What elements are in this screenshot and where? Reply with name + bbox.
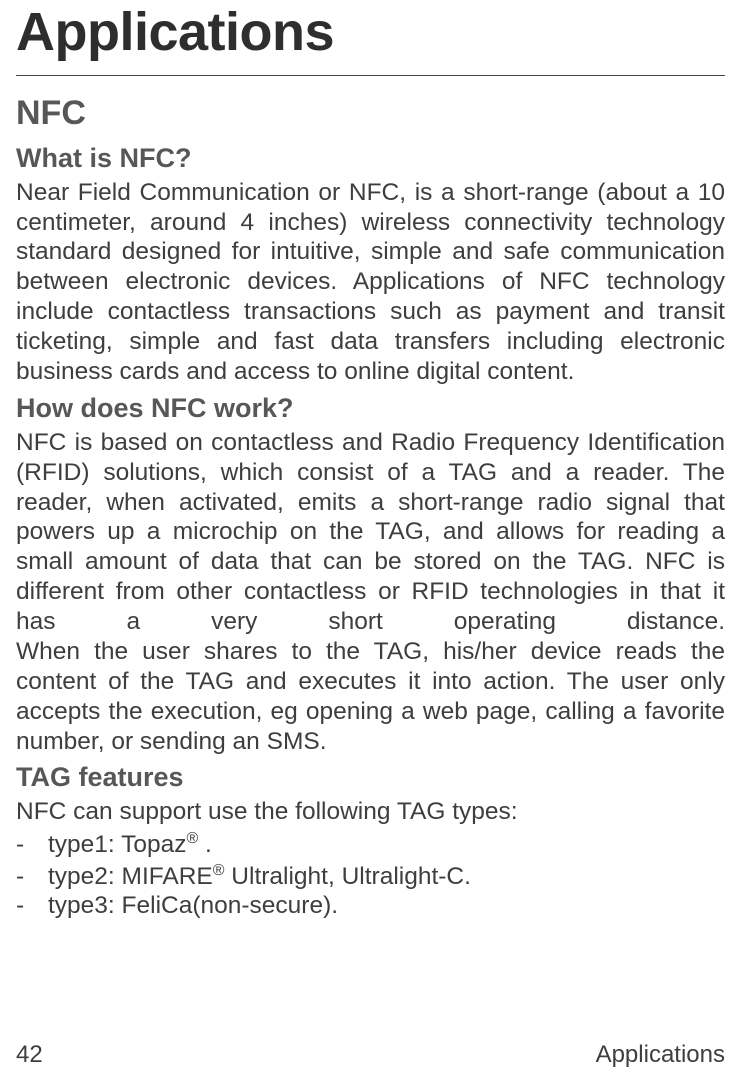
tag-types-intro: NFC can support use the following TAG ty…: [16, 797, 725, 827]
subsection-what-is-nfc: What is NFC? Near Field Communication or…: [16, 143, 725, 387]
title-rule: [16, 75, 725, 76]
subheading-tag-features: TAG features: [16, 762, 725, 793]
list-item-text: type3: FeliCa(non-secure).: [48, 892, 338, 919]
document-page: Applications NFC What is NFC? Near Field…: [0, 0, 739, 1089]
page-number: 42: [16, 1041, 43, 1069]
list-item: type1: Topaz® .: [16, 829, 725, 860]
paragraph-how-nfc-works-1: NFC is based on contactless and Radio Fr…: [16, 428, 725, 637]
page-footer: 42 Applications: [16, 1041, 725, 1069]
subsection-how-nfc-works: How does NFC work? NFC is based on conta…: [16, 393, 725, 757]
list-item-text: type1: Topaz® .: [48, 831, 212, 858]
subheading-what-is-nfc: What is NFC?: [16, 143, 725, 174]
paragraph-what-is-nfc: Near Field Communication or NFC, is a sh…: [16, 178, 725, 387]
list-item: type3: FeliCa(non-secure).: [16, 891, 725, 921]
tag-types-list: type1: Topaz® . type2: MIFARE® Ultraligh…: [16, 829, 725, 921]
section-heading-nfc: NFC: [16, 94, 725, 133]
footer-section-label: Applications: [596, 1041, 725, 1069]
page-title: Applications: [16, 0, 725, 61]
subsection-tag-features: TAG features NFC can support use the fol…: [16, 762, 725, 921]
list-item-text: type2: MIFARE® Ultralight, Ultralight-C.: [48, 863, 471, 890]
list-item: type2: MIFARE® Ultralight, Ultralight-C.: [16, 860, 725, 891]
subheading-how-nfc-works: How does NFC work?: [16, 393, 725, 424]
paragraph-how-nfc-works-2: When the user shares to the TAG, his/her…: [16, 637, 725, 757]
